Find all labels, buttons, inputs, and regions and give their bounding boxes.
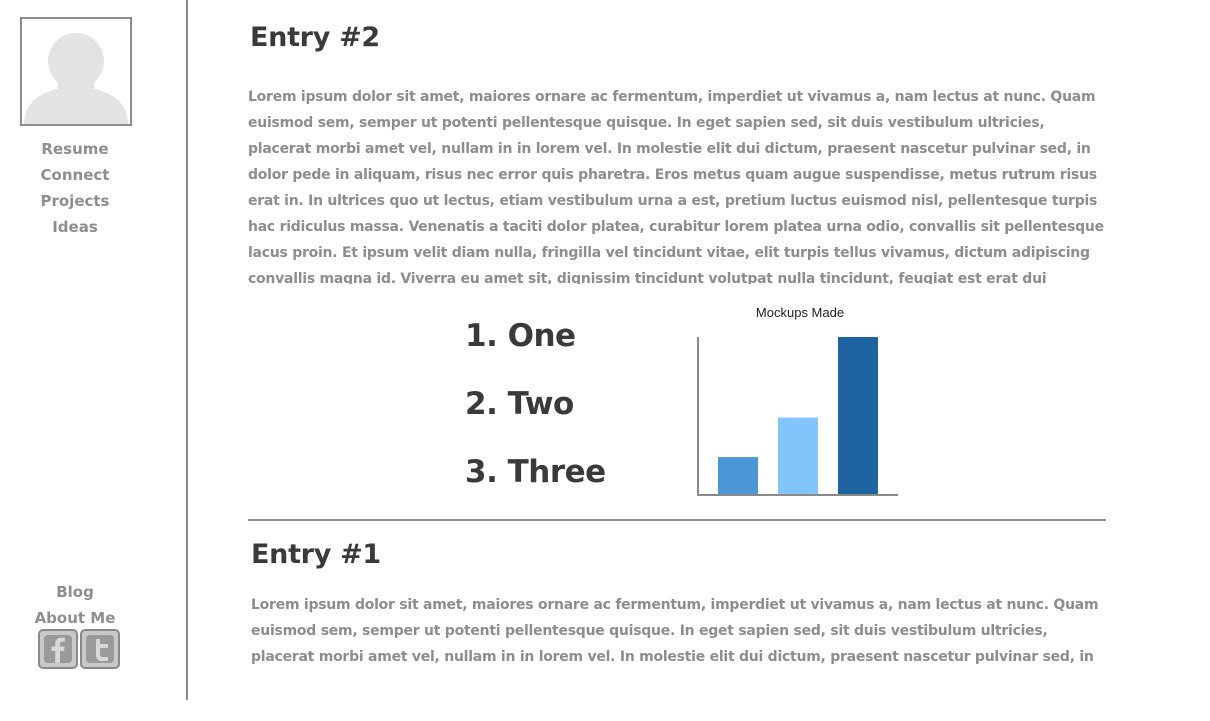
facebook-button[interactable] — [38, 629, 78, 669]
chart-title: Mockups Made — [756, 305, 844, 320]
sidebar-divider — [186, 0, 188, 700]
facebook-icon — [44, 635, 72, 663]
user-placeholder-icon — [24, 33, 128, 124]
social-links — [38, 629, 120, 669]
sidebar: Resume Connect Projects Ideas Blog About… — [0, 0, 186, 721]
nav-item-blog[interactable]: Blog — [56, 583, 94, 601]
sidebar-nav: Resume Connect Projects Ideas — [0, 136, 150, 240]
sidebar-bottom-nav: Blog About Me — [0, 579, 150, 631]
nav-item-connect[interactable]: Connect — [40, 166, 110, 184]
entry-list: 1. One 2. Two 3. Three — [465, 310, 606, 514]
entry-body: Lorem ipsum dolor sit amet, maiores orna… — [248, 89, 1104, 284]
entry-title[interactable]: Entry #2 — [250, 22, 380, 53]
twitter-icon — [86, 635, 114, 663]
entry-body: Lorem ipsum dolor sit amet, maiores orna… — [251, 597, 1099, 665]
list-item: 2. Two — [465, 386, 574, 422]
entry-divider — [248, 519, 1106, 521]
chart-bar — [778, 417, 818, 495]
bar-chart: Mockups Made — [697, 305, 898, 496]
chart-bar — [718, 457, 758, 495]
entry-title[interactable]: Entry #1 — [251, 539, 381, 570]
nav-item-projects[interactable]: Projects — [40, 192, 110, 210]
list-item: 3. Three — [465, 454, 606, 490]
chart-bar — [838, 337, 878, 495]
nav-item-resume[interactable]: Resume — [41, 140, 109, 158]
twitter-button[interactable] — [80, 629, 120, 669]
list-item: 1. One — [465, 318, 576, 354]
nav-item-about-me[interactable]: About Me — [34, 609, 116, 627]
nav-item-ideas[interactable]: Ideas — [52, 218, 98, 236]
avatar[interactable] — [20, 17, 132, 126]
